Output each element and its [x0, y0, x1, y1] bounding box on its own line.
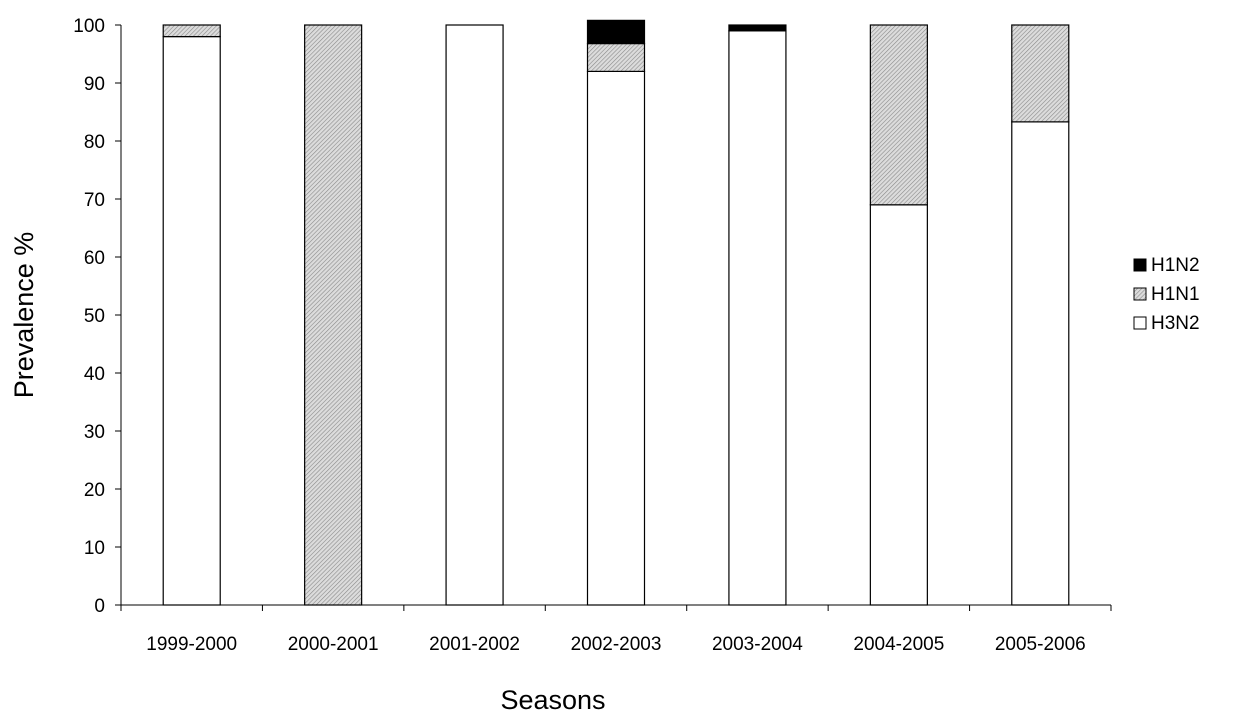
y-tick-label: 90: [84, 74, 105, 95]
y-tick-label: 40: [84, 364, 105, 385]
y-tick-label: 50: [84, 306, 105, 327]
x-tick-label: 2003-2004: [712, 634, 803, 655]
bar-h1n1-2005-2006: [1011, 24, 1070, 123]
x-tick-label: 2001-2002: [429, 634, 520, 655]
legend-swatch-h1n2: [1133, 258, 1147, 272]
x-tick-label: 2002-2003: [571, 634, 662, 655]
legend: H1N2 H1N1 H3N2: [1133, 255, 1200, 334]
x-axis-title: Seasons: [500, 685, 605, 715]
bar-h3n2-2002-2003: [586, 70, 646, 606]
bar-h1n2-2002-2003: [586, 19, 646, 45]
legend-label-h1n2: H1N2: [1151, 255, 1200, 276]
bar-h1n1-2004-2005: [869, 24, 928, 206]
y-tick-label: 30: [84, 422, 105, 443]
y-tick-label: 0: [94, 596, 105, 617]
y-tick-label: 80: [84, 132, 105, 153]
y-tick-label: 10: [84, 538, 105, 559]
x-tick-label: 1999-2000: [146, 634, 237, 655]
x-tick-label: 2004-2005: [853, 634, 944, 655]
bar-h3n2-1999-2000: [162, 35, 221, 606]
bars-layer: [162, 19, 1070, 606]
legend-label-h1n1: H1N1: [1151, 284, 1200, 305]
axes-layer: [115, 24, 1112, 611]
bar-h1n1-1999-2000: [162, 24, 221, 38]
bar-h1n1-2002-2003: [586, 42, 646, 73]
y-tick-label: 70: [84, 190, 105, 211]
bar-h1n2-2003-2004: [728, 24, 787, 32]
labels-layer: 0 10 20 30 40 50 60 70 80 90 100 1999-2000 2000-2001…: [73, 16, 1085, 655]
legend-label-h3n2: H3N2: [1151, 313, 1200, 334]
y-tick-label: 60: [84, 248, 105, 269]
legend-swatch-h3n2: [1133, 316, 1147, 330]
legend-swatch-h1n1: [1133, 287, 1147, 301]
x-tick-label: 2005-2006: [995, 634, 1086, 655]
bar-h1n1-2000-2001: [304, 24, 363, 606]
bar-h3n2-2005-2006: [1011, 121, 1070, 606]
bar-h3n2-2003-2004: [728, 30, 787, 606]
x-tick-label: 2000-2001: [288, 634, 379, 655]
y-axis-title: Prevalence %: [9, 232, 39, 399]
y-tick-label: 100: [73, 16, 105, 37]
bar-h3n2-2001-2002: [445, 24, 504, 606]
y-tick-label: 20: [84, 480, 105, 501]
bar-h3n2-2004-2005: [869, 204, 928, 606]
